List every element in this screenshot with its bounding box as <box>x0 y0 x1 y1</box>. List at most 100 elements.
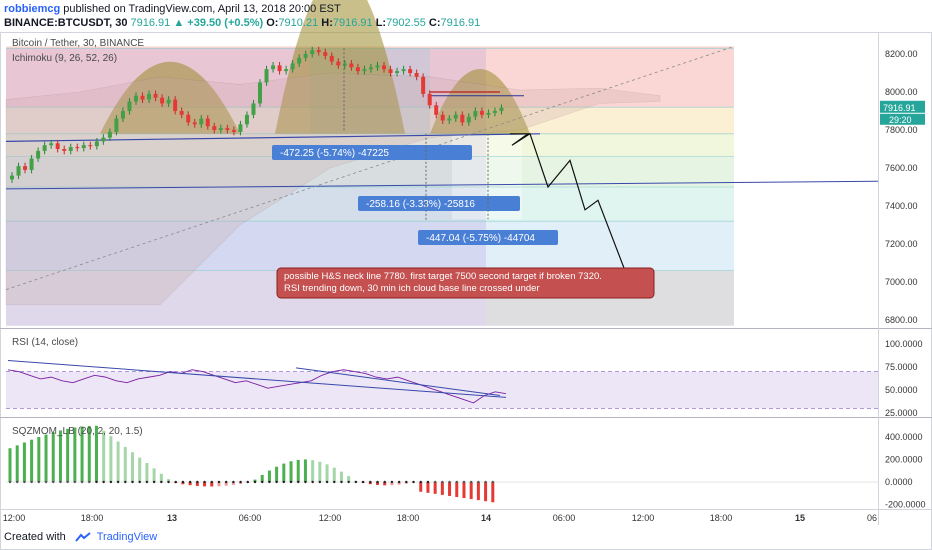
rsi-axis-tick: 100.0000 <box>885 339 923 349</box>
sqz-bar <box>390 482 394 486</box>
measure-label-1: -472.25 (-5.74%) -47225 <box>280 148 389 159</box>
symbol-label: BINANCE:BTCUSDT, 30 <box>4 17 128 29</box>
created-with-label: Created with <box>4 531 66 543</box>
candle-body <box>421 76 426 94</box>
time-axis-tick: 13 <box>167 513 177 523</box>
candle-body <box>10 175 14 180</box>
sqz-dot <box>491 480 494 484</box>
candle-body <box>160 97 165 104</box>
high-value: 7916.91 <box>332 17 373 29</box>
time-axis-tick: 06 <box>867 513 877 523</box>
head-shoulder-left <box>100 61 240 134</box>
ichimoku-legend: Ichimoku (9, 26, 52, 26) <box>12 53 117 64</box>
price-axis-tick: 7800.00 <box>885 125 918 135</box>
sqz-dot <box>318 480 322 484</box>
annotation-box <box>276 267 655 299</box>
sqz-dot <box>455 480 458 484</box>
sqz-dot <box>196 480 199 484</box>
sqz-dot <box>469 480 473 484</box>
measure-label-3: -447.04 (-5.75%) -44704 <box>426 233 535 244</box>
sqz-bar <box>332 467 336 482</box>
sqz-bar <box>296 459 300 482</box>
sqz-bar <box>22 442 26 482</box>
sqz-dot <box>73 480 77 484</box>
sqz-dot <box>210 480 213 484</box>
time-axis-tick: 12:00 <box>3 513 26 523</box>
sqz-bar <box>102 430 106 482</box>
sqz-dot <box>181 480 185 484</box>
candle-body <box>16 166 21 176</box>
time-axis-tick: 18:00 <box>710 513 733 523</box>
measure-label-3-bg <box>418 230 558 245</box>
candle-body <box>75 147 80 149</box>
sqz-axis-tick: -200.0000 <box>885 500 926 510</box>
sqz-bar <box>44 434 48 482</box>
author-link[interactable]: robbiemcg <box>4 3 61 15</box>
candle-body <box>414 73 419 77</box>
publish-header: robbiemcg published on TradingView.com, … <box>4 2 341 16</box>
measure-label-2: -258.16 (-3.33%) -25816 <box>366 199 475 210</box>
high-label: H: <box>321 17 333 29</box>
rsi-trend-line <box>7 360 507 398</box>
rsi-axis-tick: 75.0000 <box>885 362 918 372</box>
sqz-bar <box>195 482 199 486</box>
sqz-dot <box>369 480 372 484</box>
sqz-bar <box>203 482 207 487</box>
candle-body <box>362 69 367 72</box>
sqz-dot <box>484 480 487 484</box>
sqz-dot <box>16 480 19 484</box>
sqz-dot <box>8 480 12 484</box>
candle-body <box>310 50 315 54</box>
candle-body <box>127 101 132 111</box>
sqz-bar <box>318 461 322 482</box>
sqz-dot <box>261 480 264 484</box>
measure-label-1-bg <box>272 145 472 160</box>
sqz-dot <box>138 480 141 484</box>
candle-body <box>382 65 386 70</box>
candle-body <box>303 54 308 58</box>
candle-body <box>120 111 125 119</box>
sqz-dot <box>131 480 134 484</box>
sqz-dot <box>224 480 228 484</box>
time-axis-tick: 12:00 <box>632 513 655 523</box>
sqz-bar <box>231 482 235 485</box>
sqz-dot <box>88 480 91 484</box>
sqz-bar <box>433 482 437 494</box>
sqz-bar <box>289 461 293 482</box>
candle-body <box>218 128 223 130</box>
sqz-dot <box>30 480 33 484</box>
candle-body <box>199 118 204 125</box>
sqz-bar <box>469 482 473 500</box>
time-axis-tick: 12:00 <box>319 513 342 523</box>
candle-body <box>251 103 256 115</box>
sqz-dot <box>145 480 149 484</box>
candle-body <box>290 63 295 70</box>
sqz-dot <box>124 480 127 484</box>
tradingview-link[interactable]: TradingView <box>96 531 158 543</box>
sqz-bar <box>167 479 171 482</box>
candle-body <box>473 111 478 117</box>
rsi-pane-title: RSI (14, close) <box>12 337 78 348</box>
sqz-axis-tick: 400.0000 <box>885 432 923 442</box>
sqz-dot <box>109 480 113 484</box>
tradingview-logo-icon <box>75 532 91 542</box>
candle-body <box>316 50 321 53</box>
sqz-dot <box>448 480 451 484</box>
annotation-line-2: RSI trending down, 30 min ich cloud base… <box>284 283 540 294</box>
countdown-badge-label: 29:20 <box>889 115 912 125</box>
sqz-dot <box>80 480 84 484</box>
candle-body <box>355 67 360 72</box>
sqz-dot <box>239 480 242 484</box>
sqz-bar <box>66 428 70 482</box>
sqz-bar <box>397 482 401 485</box>
sqz-bar <box>275 466 279 482</box>
sqz-bar <box>419 482 423 492</box>
sqz-dot <box>361 480 365 484</box>
sqz-bar <box>376 482 379 485</box>
sqz-axis-tick: 200.0000 <box>885 455 923 465</box>
close-value: 7916.91 <box>440 17 481 29</box>
candle-body <box>408 69 413 73</box>
sqz-dot <box>412 480 415 484</box>
time-axis-tick: 18:00 <box>81 513 104 523</box>
